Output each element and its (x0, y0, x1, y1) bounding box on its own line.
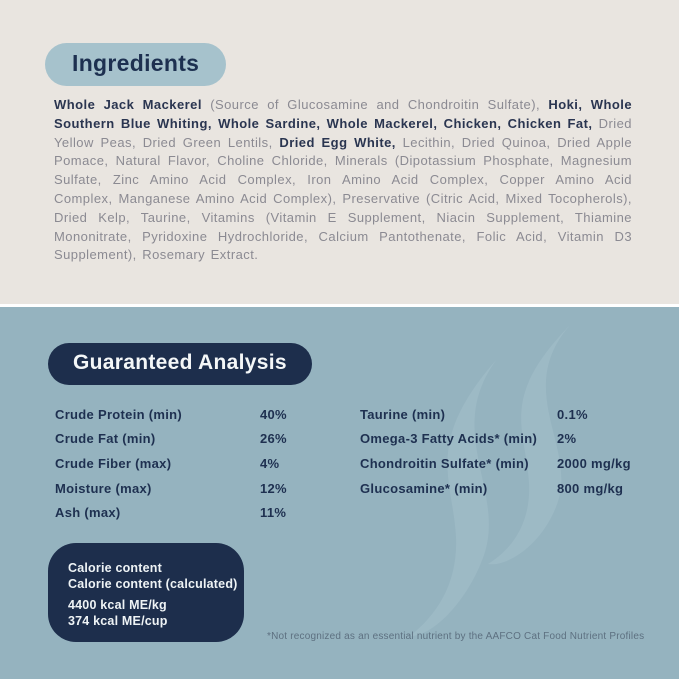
calorie-content-box: Calorie content Calorie content (calcula… (48, 543, 244, 642)
table-row: Crude Protein (min) 40% (55, 402, 287, 427)
table-row: Crude Fiber (max) 4% (55, 451, 287, 476)
table-row: Ash (max) 11% (55, 500, 287, 525)
nutrient-value: 26% (260, 431, 287, 447)
nutrient-label: Crude Protein (min) (55, 406, 183, 422)
ingredients-section: Ingredients Whole Jack Mackerel (Source … (0, 0, 679, 304)
table-row: Taurine (min) 0.1% (360, 402, 631, 427)
nutrient-label: Moisture (max) (55, 480, 152, 496)
nutrient-label: Chondroitin Sulfate* (min) (360, 455, 529, 471)
calorie-kcal-kg: 4400 kcal ME/kg (68, 598, 167, 612)
nutrient-value: 2% (557, 431, 577, 447)
table-row: Omega-3 Fatty Acids* (min) 2% (360, 427, 631, 452)
guaranteed-analysis-section: Guaranteed Analysis Crude Protein (min) … (0, 307, 679, 679)
nutrient-value: 800 mg/kg (557, 480, 624, 496)
nutrient-label: Glucosamine* (min) (360, 480, 488, 496)
ingredients-heading-pill: Ingredients (45, 43, 227, 86)
calorie-heading: Calorie content (68, 561, 162, 575)
table-row: Glucosamine* (min) 800 mg/kg (360, 476, 631, 501)
nutrient-value: 11% (260, 505, 287, 521)
nutrient-label: Crude Fat (min) (55, 431, 156, 447)
nutrient-label: Taurine (min) (360, 406, 446, 422)
section-divider (0, 304, 679, 307)
guaranteed-analysis-title: Guaranteed Analysis (73, 351, 287, 374)
aafco-footnote: *Not recognized as an essential nutrient… (267, 631, 645, 642)
calorie-heading-calculated: Calorie content (calculated) (68, 576, 238, 591)
calorie-values: 4400 kcal ME/kg 374 kcal ME/cup (68, 598, 244, 629)
table-row: Crude Fat (min) 26% (55, 427, 287, 452)
table-row: Moisture (max) 12% (55, 476, 287, 501)
analysis-table-left: Crude Protein (min) 40% Crude Fat (min) … (55, 402, 287, 525)
ingredients-text: Whole Jack Mackerel (Source of Glucosami… (54, 97, 633, 263)
ingredients-title: Ingredients (72, 50, 200, 76)
nutrient-value: 0.1% (557, 406, 588, 422)
nutrient-label: Crude Fiber (max) (55, 455, 172, 471)
nutrient-value: 12% (260, 480, 287, 496)
nutrient-label: Omega-3 Fatty Acids* (min) (360, 431, 538, 447)
guaranteed-analysis-heading-pill: Guaranteed Analysis (48, 343, 312, 385)
table-row: Chondroitin Sulfate* (min) 2000 mg/kg (360, 451, 631, 476)
nutrient-label: Ash (max) (55, 505, 121, 521)
nutrient-value: 4% (260, 455, 280, 471)
calorie-kcal-cup: 374 kcal ME/cup (68, 613, 168, 628)
calorie-headings: Calorie content Calorie content (calcula… (68, 561, 244, 592)
nutrient-value: 40% (260, 406, 287, 422)
analysis-table-right: Taurine (min) 0.1% Omega-3 Fatty Acids* … (360, 402, 631, 500)
nutrient-value: 2000 mg/kg (557, 455, 631, 471)
